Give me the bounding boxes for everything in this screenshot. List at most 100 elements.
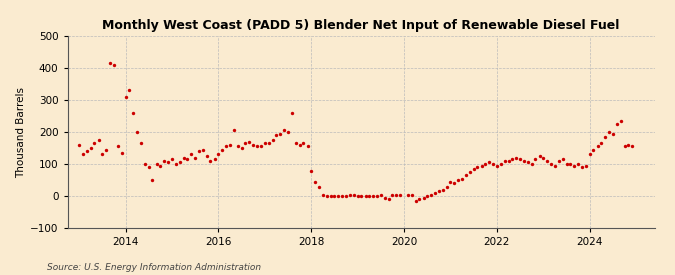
Point xyxy=(290,141,301,145)
Point xyxy=(302,144,313,148)
Point xyxy=(283,130,294,134)
Point xyxy=(426,192,437,197)
Point xyxy=(445,180,456,184)
Point xyxy=(418,196,429,200)
Point xyxy=(140,162,151,166)
Point xyxy=(194,149,205,153)
Point xyxy=(294,143,305,147)
Point xyxy=(317,192,328,197)
Point xyxy=(240,141,250,145)
Point xyxy=(225,143,236,147)
Point xyxy=(321,193,332,198)
Point xyxy=(476,163,487,168)
Point xyxy=(116,151,127,155)
Point xyxy=(526,162,537,166)
Point xyxy=(314,184,325,189)
Point xyxy=(163,160,173,165)
Point xyxy=(414,197,425,202)
Point xyxy=(170,162,181,166)
Point xyxy=(93,138,104,142)
Point xyxy=(402,193,413,197)
Point xyxy=(97,152,108,157)
Point xyxy=(356,193,367,198)
Point xyxy=(372,193,383,198)
Point xyxy=(348,193,359,197)
Point xyxy=(623,143,634,147)
Y-axis label: Thousand Barrels: Thousand Barrels xyxy=(16,87,26,177)
Point xyxy=(554,159,564,163)
Point xyxy=(252,144,263,148)
Point xyxy=(472,165,483,169)
Point xyxy=(511,155,522,160)
Point xyxy=(248,143,259,147)
Point xyxy=(464,170,475,174)
Point xyxy=(89,141,100,145)
Point xyxy=(599,135,610,139)
Point xyxy=(82,149,92,153)
Point xyxy=(267,138,278,142)
Point xyxy=(132,130,142,134)
Point xyxy=(558,157,568,161)
Point xyxy=(588,147,599,152)
Point xyxy=(541,159,552,163)
Point xyxy=(271,133,281,138)
Point xyxy=(449,181,460,186)
Point xyxy=(174,160,185,165)
Point xyxy=(341,193,352,198)
Point xyxy=(480,162,491,166)
Point xyxy=(518,159,529,163)
Point xyxy=(546,162,557,166)
Point xyxy=(576,165,587,169)
Point xyxy=(101,147,111,152)
Point xyxy=(580,163,591,168)
Point xyxy=(491,163,502,168)
Point xyxy=(190,155,200,160)
Point xyxy=(155,163,166,168)
Point xyxy=(627,144,638,148)
Point xyxy=(549,163,560,168)
Point xyxy=(344,193,355,197)
Point xyxy=(259,141,270,145)
Point xyxy=(167,157,178,161)
Point xyxy=(279,128,290,133)
Point xyxy=(306,168,317,173)
Point xyxy=(453,178,464,182)
Point xyxy=(619,144,630,148)
Point xyxy=(360,193,371,198)
Point xyxy=(468,167,479,171)
Point xyxy=(430,191,441,195)
Point xyxy=(286,111,297,115)
Point xyxy=(256,144,267,148)
Text: Source: U.S. Energy Information Administration: Source: U.S. Energy Information Administ… xyxy=(47,263,261,272)
Point xyxy=(143,165,154,169)
Point xyxy=(182,157,192,161)
Point xyxy=(368,193,379,198)
Point xyxy=(561,162,572,166)
Point xyxy=(507,157,518,161)
Point xyxy=(522,160,533,165)
Point xyxy=(128,111,139,115)
Point xyxy=(592,144,603,148)
Point xyxy=(406,193,417,197)
Point xyxy=(433,189,444,194)
Point xyxy=(437,188,448,192)
Point xyxy=(217,147,227,152)
Point xyxy=(352,193,363,198)
Point xyxy=(201,154,212,158)
Point xyxy=(298,141,308,145)
Point xyxy=(105,61,115,65)
Point xyxy=(198,147,209,152)
Point xyxy=(244,139,255,144)
Point xyxy=(538,155,549,160)
Point xyxy=(460,173,471,178)
Point xyxy=(178,155,189,160)
Point xyxy=(395,192,406,197)
Point xyxy=(329,194,340,198)
Point xyxy=(85,146,96,150)
Point xyxy=(391,193,402,197)
Point xyxy=(500,159,510,163)
Point xyxy=(616,119,626,123)
Point xyxy=(213,152,224,157)
Point xyxy=(120,95,131,99)
Point xyxy=(337,193,348,198)
